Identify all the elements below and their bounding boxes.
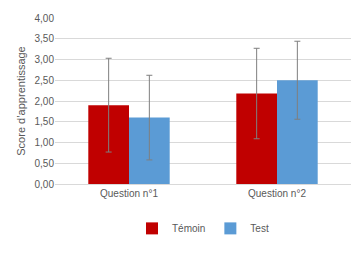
svg-text:2,00: 2,00 [35, 96, 55, 107]
svg-text:1,50: 1,50 [35, 116, 55, 127]
svg-text:4,00: 4,00 [35, 13, 55, 24]
svg-text:Témoin: Témoin [172, 223, 205, 234]
svg-text:1,00: 1,00 [35, 137, 55, 148]
svg-text:Score d’apprentissage: Score d’apprentissage [15, 46, 27, 155]
svg-text:Test: Test [250, 223, 269, 234]
svg-text:3,00: 3,00 [35, 54, 55, 65]
svg-text:3,50: 3,50 [35, 33, 55, 44]
svg-text:2,50: 2,50 [35, 75, 55, 86]
svg-text:Question n°2: Question n°2 [248, 188, 306, 199]
svg-text:0,50: 0,50 [35, 158, 55, 169]
svg-text:Question n°1: Question n°1 [100, 188, 158, 199]
svg-text:0,00: 0,00 [35, 179, 55, 190]
